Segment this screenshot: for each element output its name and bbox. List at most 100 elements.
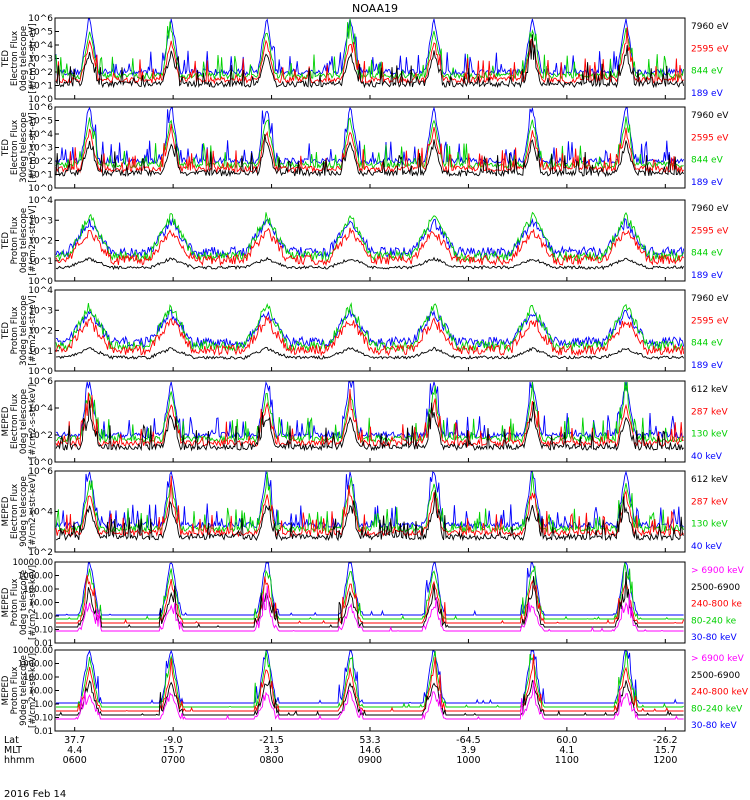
series-line-red (56, 574, 685, 625)
legend-label: 189 eV (691, 361, 724, 371)
y-axis-label-line: [#/cm2-s-str-keV] (28, 653, 38, 728)
series-line-black (56, 346, 684, 360)
y-tick-label: 10^0 (28, 277, 53, 287)
y-axis-label-line: TED (1, 231, 11, 250)
y-tick-label: 0.10 (34, 626, 53, 636)
y-tick-label: 10^2 (28, 327, 53, 337)
legend-label: 130 keV (691, 520, 728, 530)
legend-label: 844 eV (691, 339, 724, 349)
legend-label: 189 eV (691, 271, 724, 281)
y-tick-label: 10^3 (28, 216, 53, 226)
y-tick-label: 10^2 (28, 431, 53, 441)
y-axis-label-line: Proton Flux (10, 667, 20, 715)
y-tick-label: 10^2 (28, 237, 53, 247)
x-tick-hhmm: 0800 (259, 755, 283, 766)
series-line-magenta (56, 585, 684, 632)
panel-2: 10^0 10^1 10^2 10^3 10^4 10^5 10^6 TED Electron … (1, 103, 729, 194)
series-line-black (55, 400, 684, 452)
y-tick-label: 0.01 (34, 639, 53, 649)
y-tick-label: 10^1 (28, 171, 53, 181)
series-line-red (55, 227, 684, 267)
y-tick-label: 10^0 (28, 184, 53, 194)
y-tick-label: 1.00 (34, 700, 53, 710)
x-tick-mlt: 15.7 (163, 745, 184, 756)
y-axis-label-line: Electron Flux (10, 394, 20, 449)
legend-label: 844 eV (691, 156, 724, 166)
legend-label: 7960 eV (691, 294, 729, 304)
series-line-black (55, 256, 684, 271)
y-tick-label: 1000.00 (18, 572, 53, 582)
y-tick-label: 10000.00 (12, 646, 53, 656)
y-axis-label-line: [#/cm2-s-str-keV] (28, 474, 38, 549)
series-line-blue (55, 470, 684, 530)
legend-label: 2595 eV (691, 316, 729, 326)
legend-label: > 6900 keV (691, 566, 745, 576)
legend-label: 612 keV (691, 385, 728, 395)
legend-label: 2500-6900 (691, 671, 740, 681)
y-tick-label: 10^6 (28, 103, 53, 113)
x-tick-mlt: 3.3 (264, 745, 279, 756)
y-tick-label: 10000.00 (12, 558, 53, 568)
y-axis-label-line: Proton Flux (10, 217, 20, 265)
series-line-blue (55, 217, 685, 259)
y-axis-label-line: [#/cm2-s-str-eV] (28, 205, 38, 275)
series-line-black (55, 133, 684, 178)
x-tick-mlt: 4.1 (559, 745, 574, 756)
x-tick-hhmm: 1000 (456, 755, 480, 766)
panel-8: 0.01 0.10 1.00 10.00 100.00 1000.00 10000.00 ME… (1, 646, 749, 737)
y-tick-label: 10^1 (28, 82, 53, 92)
figure-title: NOAA19 (352, 2, 398, 15)
y-tick-label: 10^6 (28, 14, 53, 24)
y-axis-label-line: [#/cm2-s-str-eV] (28, 112, 38, 182)
y-axis-label-line: TED (1, 138, 11, 157)
legend-label: 2500-6900 (691, 583, 740, 593)
y-tick-label: 10^3 (28, 55, 53, 65)
panel-1: 10^0 10^1 10^2 10^3 10^4 10^5 10^6 TED Electron … (1, 14, 729, 105)
y-tick-label: 10^4 (28, 196, 53, 206)
series-line-magenta (56, 680, 684, 721)
series-line-red (55, 388, 684, 448)
x-tick-lat: -9.0 (164, 735, 183, 746)
x-tick-mlt: 3.9 (461, 745, 476, 756)
panel-frame (54, 17, 686, 100)
x-tick-mlt: 14.6 (359, 745, 380, 756)
y-tick-label: 10^0 (28, 95, 53, 105)
date-label: 2016 Feb 14 (4, 789, 66, 800)
series-line-green (55, 302, 685, 353)
y-tick-label: 10^4 (28, 286, 53, 296)
legend-label: 130 keV (691, 430, 728, 440)
y-tick-label: 10^3 (28, 306, 53, 316)
series-line-red (55, 475, 684, 538)
y-axis-label-line: Proton Flux (10, 579, 20, 627)
series-line-black (56, 571, 684, 629)
series-line-red (55, 27, 684, 85)
series-line-blue (55, 106, 684, 166)
y-tick-label: 100.00 (23, 673, 53, 683)
y-axis-label-line: Proton Flux (10, 307, 20, 355)
y-axis-label-line: [#/cm2-s-str-eV] (28, 23, 38, 93)
y-tick-label: 10^6 (28, 377, 53, 387)
legend-label: 7960 eV (691, 204, 729, 214)
y-tick-label: 10^0 (28, 367, 53, 377)
y-axis-label-line: Electron Flux (10, 120, 20, 175)
legend-label: 240-800 keV (691, 688, 749, 698)
x-axis: LatMLThhmm37.74.40600-9.015.70700-21.53.… (4, 95, 678, 766)
y-tick-label: 10^2 (28, 68, 53, 78)
x-tick-lat: 37.7 (64, 735, 85, 746)
x-axis-row-label: hhmm (4, 755, 35, 766)
legend-label: 30-80 keV (691, 633, 737, 643)
series-line-blue (56, 649, 684, 704)
legend-label: 30-80 keV (691, 721, 737, 731)
legend-label: > 6900 keV (691, 654, 745, 664)
y-tick-label: 10^1 (28, 257, 53, 267)
x-tick-hhmm: 1200 (653, 755, 677, 766)
y-tick-label: 10^2 (28, 157, 53, 167)
y-axis-label-line: [#/cm2-s-str-keV] (28, 565, 38, 640)
legend-label: 2595 eV (691, 133, 729, 143)
y-axis-label-line: MEPED (1, 587, 11, 617)
y-axis-label-line: [#/cm2-s-str-eV] (28, 295, 38, 365)
series-line-black (56, 679, 684, 717)
y-tick-label: 10^4 (28, 130, 53, 140)
